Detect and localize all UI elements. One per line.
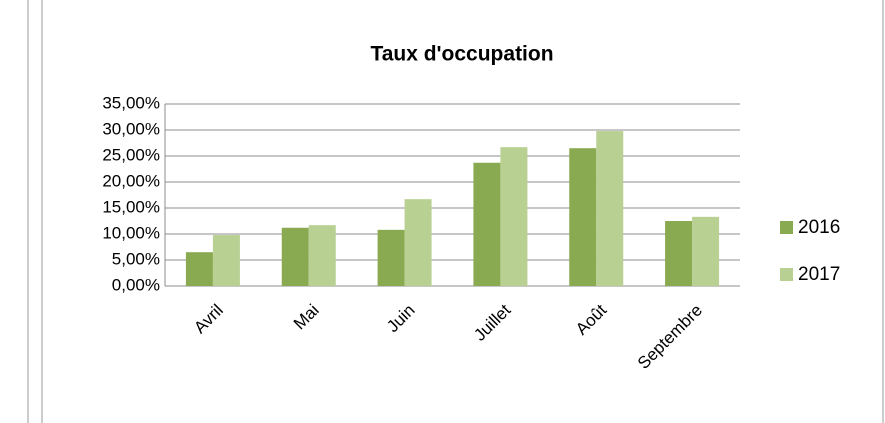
y-tick-label: 25,00%	[102, 145, 160, 164]
y-tick-label: 10,00%	[102, 223, 160, 242]
legend-label: 2017	[798, 264, 840, 285]
bar	[569, 148, 597, 286]
bar	[692, 216, 720, 286]
bar	[665, 221, 693, 286]
chart-title: Taux d'occupation	[370, 43, 553, 66]
bar	[308, 225, 336, 286]
bar	[281, 227, 309, 286]
y-tick-label: 35,00%	[102, 93, 160, 112]
x-tick-label: Juin	[383, 301, 418, 336]
x-tick-label: Juillet	[470, 300, 514, 344]
bar	[377, 229, 405, 286]
y-tick-label: 15,00%	[102, 197, 160, 216]
x-tick-label: Avril	[190, 301, 227, 338]
x-tick-label: Août	[572, 300, 610, 338]
legend-label: 2016	[798, 217, 840, 238]
bar	[473, 162, 501, 286]
legend-swatch	[780, 268, 793, 281]
x-tick-label: Mai	[290, 301, 323, 334]
y-tick-label: 0,00%	[112, 275, 160, 294]
bar	[212, 235, 240, 286]
x-tick-label: Septembre	[634, 301, 706, 373]
legend-swatch	[780, 221, 793, 234]
y-tick-label: 20,00%	[102, 171, 160, 190]
bar	[596, 131, 624, 286]
bar	[185, 252, 213, 286]
y-tick-label: 5,00%	[112, 249, 160, 268]
bar	[500, 147, 528, 286]
bar	[404, 199, 432, 286]
y-tick-label: 30,00%	[102, 119, 160, 138]
